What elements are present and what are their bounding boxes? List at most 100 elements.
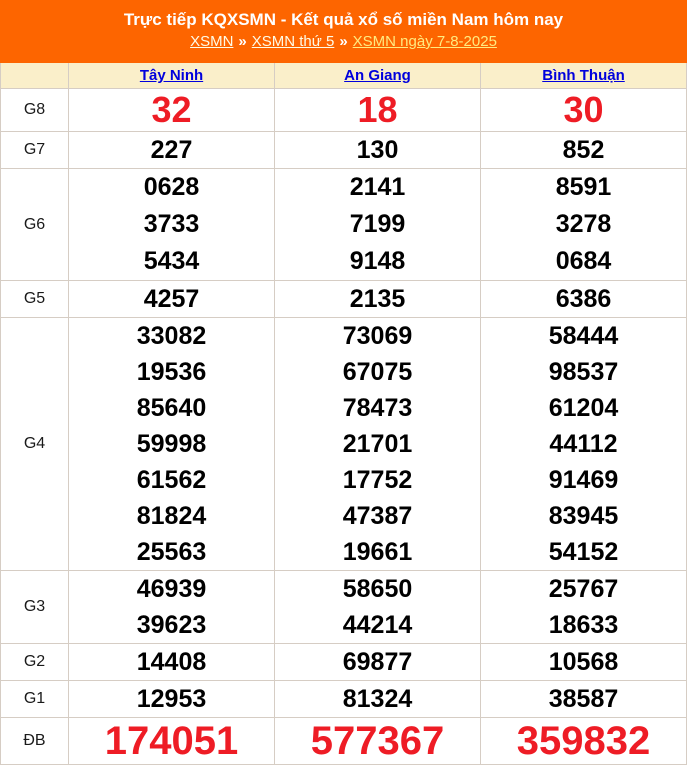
result-number: 54152 (548, 538, 619, 566)
table-row-g1: G1 12953 81324 38587 (0, 680, 687, 718)
result-cell: 12953 (68, 680, 275, 718)
header-empty-cell (0, 61, 69, 89)
result-cell: 18 (274, 88, 481, 132)
result-cell: 25767 18633 (480, 570, 687, 644)
page-title: Trực tiếp KQXSMN - Kết quả xổ số miền Na… (123, 10, 564, 29)
result-number: 81324 (342, 685, 413, 713)
result-cell: 38587 (480, 680, 687, 718)
result-number: 2135 (349, 285, 406, 313)
result-number: 38587 (548, 685, 619, 713)
table-header-row: Tây Ninh An Giang Bình Thuận (0, 61, 687, 89)
result-number: 3278 (555, 210, 612, 238)
result-number: 0628 (143, 173, 200, 201)
result-cell: 2135 (274, 280, 481, 318)
result-number: 33082 (136, 322, 207, 350)
breadcrumb-link-xsmn-thu-5[interactable]: XSMN thứ 5 (251, 33, 335, 50)
result-number: 91469 (548, 466, 619, 494)
result-number: 6386 (555, 285, 612, 313)
result-number: 18 (357, 89, 398, 130)
province-link-tay-ninh[interactable]: Tây Ninh (139, 67, 204, 84)
result-cell: 81324 (274, 680, 481, 718)
breadcrumb-separator: » (238, 33, 247, 50)
result-cell: 14408 (68, 643, 275, 681)
result-number: 19661 (342, 538, 413, 566)
result-number: 59998 (136, 430, 207, 458)
prize-label-db: ĐB (0, 717, 69, 765)
result-number: 46939 (136, 575, 207, 603)
result-number: 25563 (136, 538, 207, 566)
header-cell: Tây Ninh (68, 61, 275, 89)
result-cell: 30 (480, 88, 687, 132)
prize-label-g5: G5 (0, 280, 69, 318)
result-number: 17752 (342, 466, 413, 494)
table-row-db: ĐB 174051 577367 359832 (0, 717, 687, 765)
result-number: 577367 (310, 719, 445, 763)
result-cell: 8591 3278 0684 (480, 168, 687, 281)
result-number: 227 (150, 136, 193, 164)
result-number: 25767 (548, 575, 619, 603)
table-row-g6: G6 0628 3733 5434 2141 7199 9148 8591 32… (0, 168, 687, 281)
result-number: 2141 (349, 173, 406, 201)
result-cell: 69877 (274, 643, 481, 681)
result-number: 69877 (342, 648, 413, 676)
breadcrumb-link-xsmn[interactable]: XSMN (190, 33, 234, 50)
result-number: 359832 (516, 719, 651, 763)
result-number: 12953 (136, 685, 207, 713)
result-cell: 130 (274, 131, 481, 169)
breadcrumb-link-xsmn-date[interactable]: XSMN ngày 7-8-2025 (352, 33, 497, 50)
result-number: 7199 (349, 210, 406, 238)
result-cell: 46939 39623 (68, 570, 275, 644)
table-row-g2: G2 14408 69877 10568 (0, 643, 687, 681)
page-header: Trực tiếp KQXSMN - Kết quả xổ số miền Na… (0, 0, 687, 60)
result-number: 78473 (342, 394, 413, 422)
result-number: 98537 (548, 358, 619, 386)
result-number: 39623 (136, 611, 207, 639)
header-cell: Bình Thuận (480, 61, 687, 89)
result-number: 58650 (342, 575, 413, 603)
results-table: Tây Ninh An Giang Bình Thuận G8 32 18 30… (0, 60, 687, 765)
prize-label-g1: G1 (0, 680, 69, 718)
prize-label-g7: G7 (0, 131, 69, 169)
table-row-g8: G8 32 18 30 (0, 88, 687, 132)
result-cell: 73069 67075 78473 21701 17752 47387 1966… (274, 317, 481, 571)
table-row-g7: G7 227 130 852 (0, 131, 687, 169)
result-number: 83945 (548, 502, 619, 530)
result-cell: 10568 (480, 643, 687, 681)
result-cell: 227 (68, 131, 275, 169)
result-number: 3733 (143, 210, 200, 238)
province-link-binh-thuan[interactable]: Bình Thuận (542, 67, 625, 84)
result-number: 61562 (136, 466, 207, 494)
result-number: 67075 (342, 358, 413, 386)
result-number: 73069 (342, 322, 413, 350)
result-cell: 4257 (68, 280, 275, 318)
result-number: 47387 (342, 502, 413, 530)
result-number: 32 (151, 89, 192, 130)
result-number: 0684 (555, 247, 612, 275)
prize-label-g3: G3 (0, 570, 69, 644)
table-row-g5: G5 4257 2135 6386 (0, 280, 687, 318)
result-number: 44214 (342, 611, 413, 639)
result-number: 61204 (548, 394, 619, 422)
header-cell: An Giang (274, 61, 481, 89)
result-number: 9148 (349, 247, 406, 275)
result-cell: 0628 3733 5434 (68, 168, 275, 281)
result-cell: 174051 (68, 717, 275, 765)
result-cell: 58650 44214 (274, 570, 481, 644)
result-number: 21701 (342, 430, 413, 458)
prize-label-g8: G8 (0, 88, 69, 132)
result-number: 10568 (548, 648, 619, 676)
result-number: 4257 (143, 285, 200, 313)
result-number: 30 (563, 89, 604, 130)
result-number: 58444 (548, 322, 619, 350)
table-row-g3: G3 46939 39623 58650 44214 25767 18633 (0, 570, 687, 644)
province-link-an-giang[interactable]: An Giang (344, 67, 411, 84)
breadcrumb: XSMN» XSMN thứ 5» XSMN ngày 7-8-2025 (0, 33, 687, 51)
result-number: 19536 (136, 358, 207, 386)
result-cell: 359832 (480, 717, 687, 765)
breadcrumb-separator: » (339, 33, 348, 50)
result-number: 5434 (143, 247, 200, 275)
result-cell: 852 (480, 131, 687, 169)
result-number: 8591 (555, 173, 612, 201)
result-number: 81824 (136, 502, 207, 530)
result-number: 18633 (548, 611, 619, 639)
